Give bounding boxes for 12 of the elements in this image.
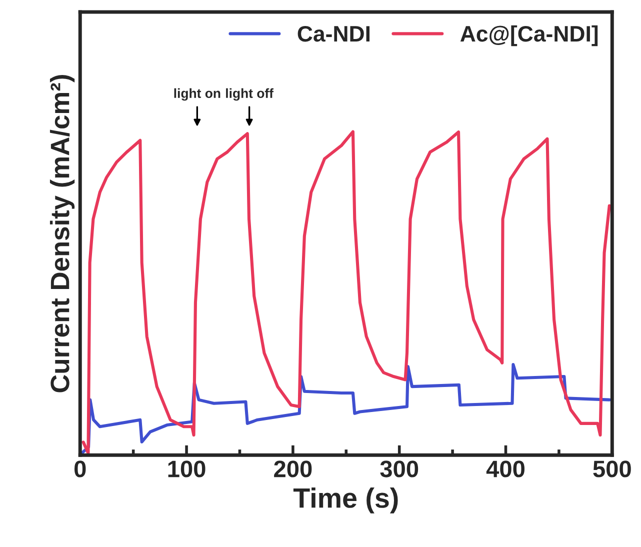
legend-label: Ca-NDI <box>298 26 370 42</box>
y-axis-title: Current Density (mA/cm²) <box>50 75 75 392</box>
x-tick-label: 300 <box>380 460 418 478</box>
x-tick-label: 500 <box>593 460 631 478</box>
text: light off <box>226 88 274 101</box>
x-axis-title: Time (s) <box>293 488 398 514</box>
x-tick-label: 200 <box>274 460 312 478</box>
text: light on <box>174 88 220 101</box>
legend-label: Ac@[Ca-NDI] <box>460 25 598 46</box>
x-tick-label: 400 <box>486 460 524 478</box>
x-tick-label: 0 <box>74 460 86 478</box>
x-tick-label: 100 <box>168 460 206 478</box>
